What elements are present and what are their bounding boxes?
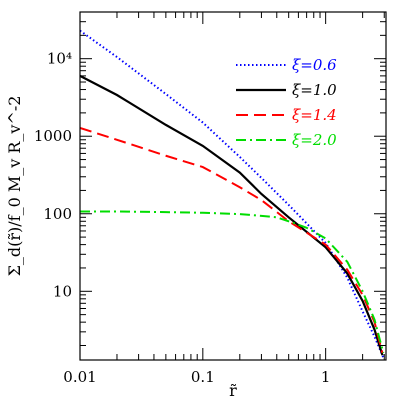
legend-label-4: ξ=2.0 [292, 131, 337, 149]
series-line-2 [80, 74, 384, 356]
legend-label-1: ξ=0.6 [292, 56, 337, 74]
series-line-1 [80, 29, 385, 358]
legend: ξ=0.6 ξ=1.0 ξ=1.4 ξ=2.0 [236, 56, 337, 149]
x-axis-label: r̃ [229, 381, 237, 400]
y-tick-label: 10⁴ [47, 50, 72, 68]
legend-label-2: ξ=1.0 [292, 81, 337, 99]
plot-frame [79, 11, 387, 361]
series-line-4 [80, 210, 385, 354]
x-tick-label: 1 [321, 368, 331, 386]
y-tick-label: 100 [43, 205, 72, 223]
x-tick-label: 0.1 [191, 368, 215, 386]
legend-label-3: ξ=1.4 [292, 106, 337, 124]
series-lines [80, 29, 385, 358]
y-tick-label: 10 [53, 282, 72, 300]
x-tick-label: 0.01 [63, 368, 96, 386]
plot-border [79, 11, 387, 361]
axis-ticks: 0.01 0.1 1 10 100 1000 10⁴ [34, 11, 386, 386]
y-axis-label: Σ_d(r̃)/f_0 M_v R_v^-2 [5, 96, 24, 277]
series-line-3 [80, 126, 384, 354]
y-tick-label: 1000 [34, 127, 72, 145]
